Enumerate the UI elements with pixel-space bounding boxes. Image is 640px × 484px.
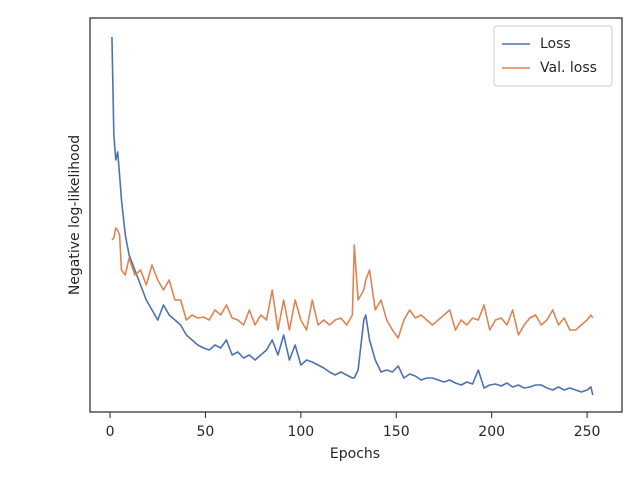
legend-label: Loss [540, 36, 571, 52]
series-line [111, 227, 594, 339]
x-axis-label: Epochs [330, 446, 380, 462]
x-tick-label: 200 [478, 424, 505, 440]
legend-label: Val. loss [540, 60, 597, 76]
plot-frame [89, 17, 623, 413]
x-tick-label: 50 [197, 424, 215, 440]
x-tick-label: 0 [106, 424, 115, 440]
y-axis-label: Negative log-likelihood [67, 135, 83, 295]
x-tick-label: 150 [383, 424, 410, 440]
legend-box [493, 25, 613, 87]
x-tick-label: 100 [287, 424, 314, 440]
series-line [111, 36, 594, 396]
x-tick-label: 250 [574, 424, 601, 440]
